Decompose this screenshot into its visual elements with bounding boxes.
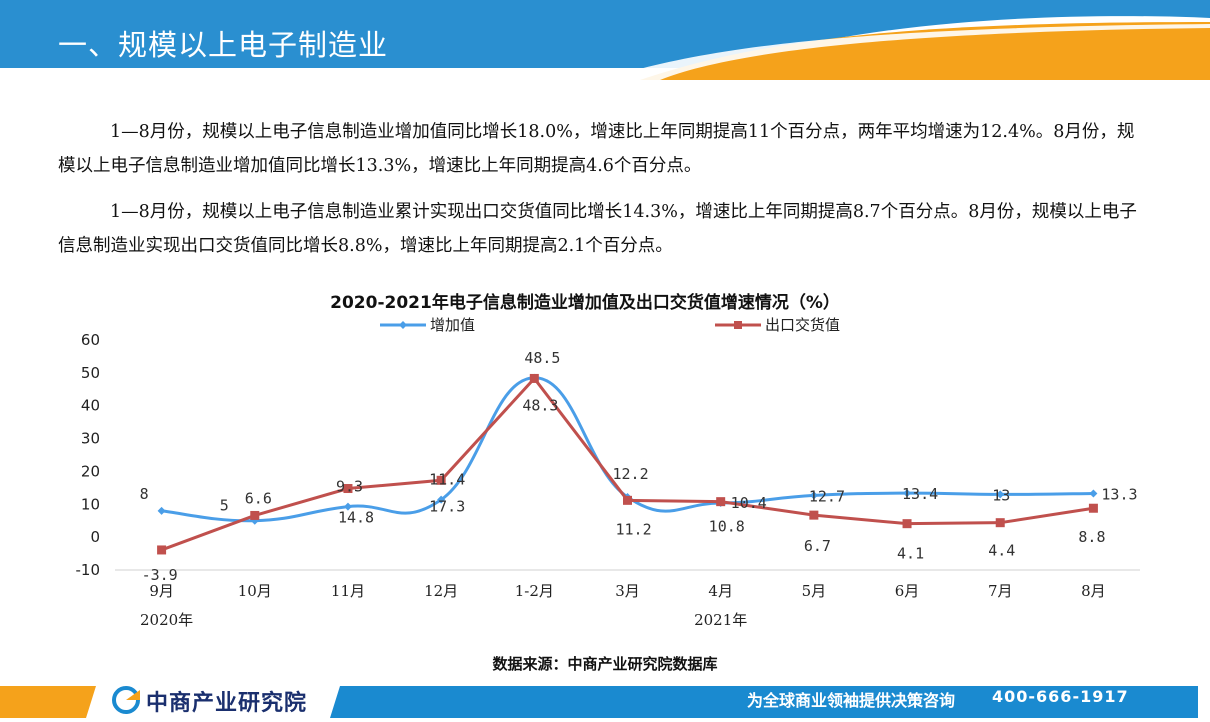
data-label: -3.9 [142, 566, 178, 584]
y-tick-label: 0 [90, 528, 100, 546]
data-label: 10.8 [709, 518, 745, 536]
data-point [343, 484, 353, 494]
legend-label: 增加值 [430, 316, 475, 334]
x-tick-label: 5月 [802, 582, 827, 600]
data-point [716, 497, 726, 507]
x-tick-label: 9月 [149, 582, 174, 600]
header-banner: 一、规模以上电子制造业 [0, 0, 1210, 80]
header-background [0, 0, 1210, 80]
legend-label: 出口交货值 [765, 316, 840, 334]
footer-bar [0, 682, 1210, 718]
data-label: 4.1 [897, 545, 924, 563]
chart-title: 2020-2021年电子信息制造业增加值及出口交货值增速情况（%） [330, 292, 840, 313]
x-tick-label: 12月 [424, 582, 458, 600]
year-label: 2021年 [694, 611, 747, 629]
data-label: 8.8 [1078, 528, 1105, 546]
data-label: 5 [220, 497, 229, 515]
company-logo-icon [112, 686, 140, 714]
data-point [809, 510, 819, 520]
data-point [996, 490, 1005, 499]
data-point [250, 510, 260, 520]
y-tick-label: 20 [81, 462, 100, 480]
data-point [157, 545, 167, 555]
y-tick-label: 30 [81, 430, 100, 448]
x-tick-label: 7月 [988, 582, 1013, 600]
data-label: 13.4 [902, 485, 938, 503]
line-chart: 2020-2021年电子信息制造业增加值及出口交货值增速情况（%） 增加值 出口交… [76, 292, 1140, 629]
x-tick-label: 1-2月 [515, 582, 554, 600]
x-tick-label: 4月 [708, 582, 733, 600]
data-label: 11.4 [429, 471, 465, 489]
data-point [902, 519, 912, 529]
data-label: 17.3 [429, 497, 465, 515]
x-tick-label: 11月 [331, 582, 365, 600]
x-tick-label: 10月 [238, 582, 272, 600]
data-label: 13.3 [1101, 485, 1137, 503]
data-label: 48.5 [524, 349, 560, 367]
data-label: 6.6 [245, 489, 272, 507]
data-point [529, 373, 539, 383]
legend-marker [734, 321, 742, 329]
chart-series [157, 373, 1098, 555]
summary-paragraph-export: 1—8月份，规模以上电子信息制造业累计实现出口交货值同比增长14.3%，增速比上… [58, 202, 1137, 256]
x-tick-label: 6月 [895, 582, 920, 600]
summary-paragraph-value-added: 1—8月份，规模以上电子信息制造业增加值同比增长18.0%，增速比上年同期提高1… [58, 122, 1135, 176]
data-point [1089, 489, 1098, 498]
data-label: 6.7 [804, 537, 831, 555]
chart-legend: 增加值 出口交货值 [380, 316, 840, 334]
data-label: 14.8 [338, 509, 374, 527]
data-label: 13 [992, 486, 1010, 504]
data-label: 48.3 [522, 396, 558, 414]
y-tick-label: 10 [81, 495, 100, 513]
year-label: 2020年 [140, 611, 193, 629]
footer-logo-text: 中商产业研究院 [146, 691, 308, 716]
y-tick-label: -10 [76, 561, 101, 579]
footer-phone: 400-666-1917 [992, 687, 1129, 706]
data-label: 10.4 [731, 494, 767, 512]
data-point [903, 489, 912, 498]
y-tick-label: 50 [81, 364, 100, 382]
footer-background [0, 682, 1210, 718]
chart-axes: -10 0 10 20 30 40 50 60 9月 10月 11月 12月 1-2月 3月 4月 5月 6月 7… [76, 331, 1140, 629]
footer-slogan: 为全球商业领袖提供决策咨询 [747, 691, 956, 710]
data-point [437, 495, 446, 504]
data-label: 8 [140, 485, 149, 503]
data-label: 9.3 [336, 478, 363, 496]
y-tick-label: 60 [81, 331, 100, 349]
data-label: 12.2 [613, 465, 649, 483]
data-point [623, 495, 632, 505]
page-title: 一、规模以上电子制造业 [58, 28, 389, 62]
data-point [436, 475, 446, 485]
y-tick-label: 40 [81, 397, 100, 415]
data-point [809, 491, 818, 500]
data-source-note: 数据来源：中商产业研究院数据库 [492, 655, 718, 673]
data-point [157, 506, 166, 515]
data-label: 4.4 [988, 542, 1015, 560]
data-point [1088, 503, 1098, 513]
legend-marker [399, 321, 407, 329]
data-label: 11.2 [616, 520, 652, 538]
data-point [343, 502, 352, 511]
data-point [995, 518, 1005, 528]
x-tick-label: 3月 [615, 582, 640, 600]
chart-data-labels: 8 5 9.3 11.4 48.5 12.2 10.4 12.7 13.4 13 13.3 -3.9 6… [140, 349, 1138, 584]
data-label: 12.7 [809, 487, 845, 505]
x-tick-label: 8月 [1081, 582, 1106, 600]
